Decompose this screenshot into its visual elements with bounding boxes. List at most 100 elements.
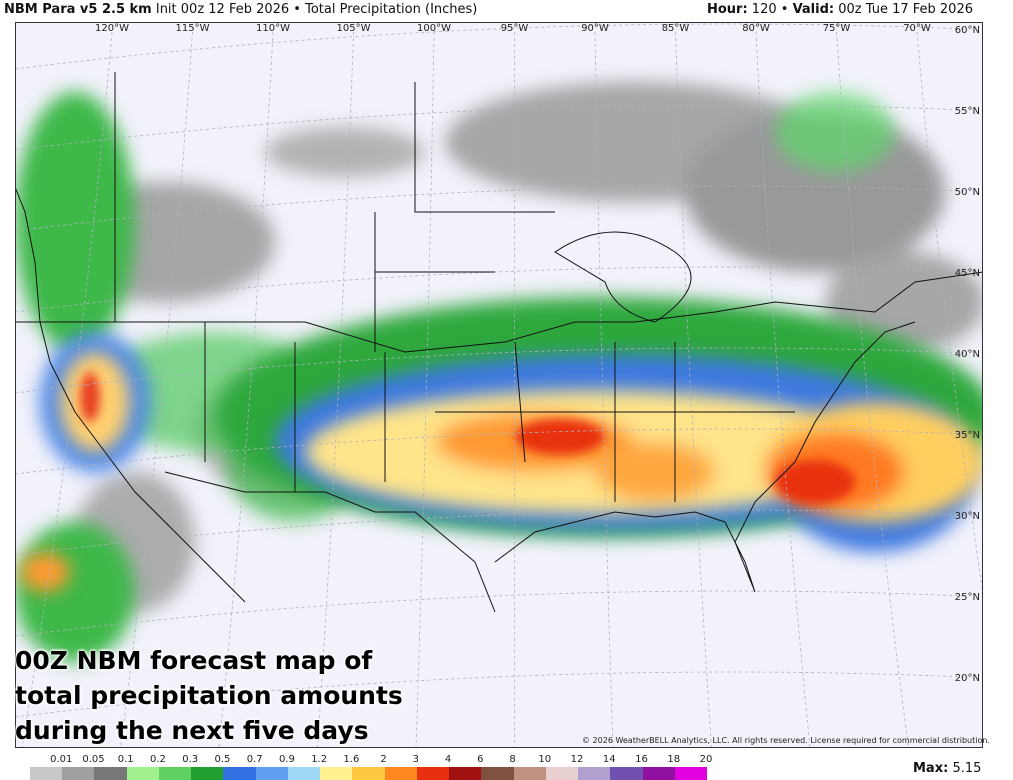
map: 120°W 115°W 110°W 105°W 100°W 95°W 90°W 85°W 80°…	[15, 22, 983, 748]
header-info: Init 00z 12 Feb 2026 • Total Precipitati…	[155, 2, 478, 17]
legend-label: 0.2	[149, 754, 166, 765]
legend-label: 0.05	[82, 754, 105, 765]
parallel	[15, 104, 966, 151]
longitude-label: 110°W	[256, 23, 290, 34]
latitude-label: 20°N	[955, 673, 980, 684]
meridian	[317, 31, 354, 748]
legend-label: 3	[412, 754, 420, 765]
legend-swatch	[513, 767, 546, 780]
meridian	[415, 31, 435, 748]
caption-line: total precipitation amounts	[15, 681, 403, 710]
legend-label: 0.9	[278, 754, 295, 765]
legend-label: 4	[444, 754, 452, 765]
meridian	[916, 31, 983, 597]
latitude-label: 45°N	[955, 268, 980, 279]
latitude-label: 35°N	[955, 430, 980, 441]
legend-swatch	[223, 767, 256, 780]
latitude-label: 50°N	[955, 187, 980, 198]
hour-label: Hour:	[706, 2, 748, 17]
map-frame	[15, 22, 983, 748]
max-value: 5.15	[952, 761, 982, 776]
longitude-label: 75°W	[823, 23, 851, 34]
header-left: NBM Para v5 2.5 km Init 00z 12 Feb 2026 …	[4, 2, 477, 17]
graticule	[15, 23, 983, 748]
map-layers	[15, 22, 983, 748]
gulf-east-coast	[494, 321, 916, 593]
legend-swatch	[126, 767, 159, 780]
longitude-label: 105°W	[337, 23, 371, 34]
legend-label: 1.2	[311, 754, 328, 765]
latitude-label: 60°N	[955, 25, 980, 36]
legend-swatch	[545, 767, 579, 780]
legend-label: 2	[380, 754, 387, 765]
max-label: Max:	[913, 761, 949, 776]
legend-label: 10	[538, 754, 552, 765]
longitude-label: 115°W	[176, 23, 210, 34]
parallel	[15, 590, 966, 637]
valid-label: Valid:	[792, 2, 835, 17]
hour-value: 120 •	[751, 2, 789, 17]
legend-swatch	[30, 767, 63, 780]
legend-swatch	[384, 767, 417, 780]
legend-swatch	[255, 767, 288, 780]
legend-label: 0.01	[50, 754, 73, 765]
meridian	[836, 31, 909, 748]
longitude-label: 85°W	[662, 23, 690, 34]
caption-line: 00Z NBM forecast map of	[15, 646, 373, 675]
legend-label: 8	[509, 754, 516, 765]
precip-red	[80, 372, 855, 504]
longitude-labels: 120°W 115°W 110°W 105°W 100°W 95°W 90°W 85°W 80°…	[95, 23, 931, 34]
legend-swatch	[578, 767, 611, 780]
legend-swatch	[449, 767, 482, 780]
great-lakes	[554, 231, 692, 323]
meridian	[755, 31, 811, 748]
state-lines	[114, 72, 795, 502]
longitude-label: 80°W	[742, 23, 770, 34]
meridian	[120, 31, 193, 748]
legend-swatch	[481, 767, 514, 780]
us-canada-border	[15, 271, 983, 353]
parallel	[15, 671, 966, 718]
legend-swatch	[158, 767, 192, 780]
legend-swatch	[191, 767, 224, 780]
longitude-label: 120°W	[95, 23, 129, 34]
meridian	[21, 31, 113, 748]
legend-swatch	[352, 767, 385, 780]
legend-label: 16	[635, 754, 648, 765]
legend-label: 0.5	[214, 754, 231, 765]
longitude-label: 70°W	[903, 23, 931, 34]
legend-swatch	[62, 767, 95, 780]
legend-swatch	[642, 767, 675, 780]
latitude-label: 25°N	[955, 592, 980, 603]
header-right: Hour: 120 • Valid: 00z Tue 17 Feb 2026	[707, 2, 973, 17]
meridian	[594, 31, 614, 748]
legend-label: 0.1	[117, 754, 134, 765]
legend-swatch	[320, 767, 353, 780]
legend-label: 0.7	[246, 754, 263, 765]
legend-swatch	[674, 767, 707, 780]
parallel	[15, 185, 966, 232]
west-coast	[15, 186, 246, 603]
legend-label: 12	[570, 754, 584, 765]
legend-label: 14	[602, 754, 616, 765]
longitude-label: 95°W	[501, 23, 529, 34]
meridian	[218, 31, 274, 748]
us-mexico-border	[164, 471, 496, 613]
parallel	[15, 509, 966, 556]
max: Max: 5.15	[913, 761, 981, 776]
legend-label: 6	[477, 754, 484, 765]
legend-swatch	[287, 767, 321, 780]
legend-swatch	[610, 767, 643, 780]
legend-label: 18	[667, 754, 681, 765]
latitude-label: 40°N	[955, 349, 980, 360]
parallel	[15, 347, 966, 394]
legend-label: 20	[699, 754, 713, 765]
legend-label: 1.6	[343, 754, 360, 765]
legend-label: 0.3	[182, 754, 199, 765]
parallel	[15, 23, 966, 70]
legend-swatch	[94, 767, 127, 780]
copyright: © 2026 WeatherBELL Analytics, LLC. All r…	[582, 736, 990, 745]
longitude-label: 100°W	[417, 23, 451, 34]
longitude-label: 90°W	[581, 23, 609, 34]
